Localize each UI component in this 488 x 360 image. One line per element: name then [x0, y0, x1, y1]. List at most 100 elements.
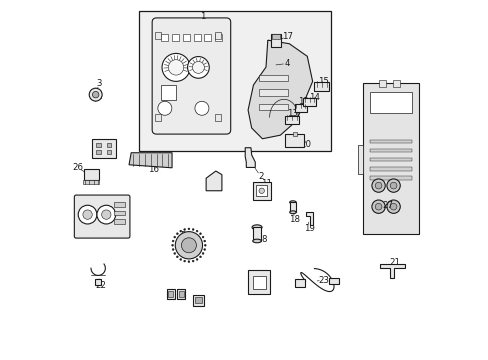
Bar — [258, 89, 287, 96]
Text: 25: 25 — [101, 150, 112, 159]
Text: 16: 16 — [147, 165, 158, 174]
Bar — [270, 34, 281, 46]
Circle shape — [173, 252, 175, 255]
Circle shape — [181, 238, 196, 253]
Circle shape — [158, 101, 171, 115]
Circle shape — [183, 229, 185, 230]
Bar — [252, 276, 265, 289]
Polygon shape — [244, 148, 255, 167]
Bar — [155, 32, 161, 40]
Circle shape — [389, 203, 396, 210]
FancyBboxPatch shape — [74, 195, 130, 238]
Text: 15: 15 — [317, 77, 328, 86]
Bar — [178, 291, 183, 297]
Bar — [369, 92, 411, 113]
Bar — [215, 34, 222, 41]
Circle shape — [389, 182, 396, 189]
Bar — [166, 289, 175, 299]
Bar — [369, 149, 411, 152]
Bar — [272, 34, 279, 39]
Text: 4: 4 — [284, 59, 290, 68]
Text: 20: 20 — [299, 140, 310, 149]
Bar — [215, 114, 221, 121]
Polygon shape — [303, 98, 315, 106]
Bar — [176, 289, 185, 299]
Bar — [252, 182, 270, 200]
Bar — [369, 158, 411, 162]
Bar — [252, 227, 261, 241]
Circle shape — [78, 205, 97, 224]
Bar — [248, 270, 269, 294]
Bar — [204, 34, 211, 41]
Bar — [113, 219, 125, 224]
Circle shape — [192, 260, 194, 262]
Ellipse shape — [289, 211, 296, 214]
Circle shape — [171, 244, 173, 246]
Bar — [83, 180, 99, 184]
Polygon shape — [206, 171, 222, 191]
Bar — [195, 297, 202, 303]
Polygon shape — [285, 116, 298, 124]
Bar — [369, 140, 411, 143]
Bar — [113, 211, 125, 215]
Circle shape — [192, 62, 204, 73]
Bar — [171, 34, 179, 41]
Bar — [161, 34, 168, 41]
Circle shape — [176, 256, 178, 258]
Circle shape — [371, 200, 385, 213]
Text: 19: 19 — [303, 224, 314, 233]
Text: 7: 7 — [195, 299, 200, 308]
Bar — [106, 150, 111, 154]
Bar — [258, 75, 287, 81]
Bar — [362, 83, 418, 234]
Bar — [168, 291, 173, 297]
Text: 13: 13 — [287, 109, 298, 118]
Bar — [193, 34, 200, 41]
Polygon shape — [314, 82, 328, 91]
Text: 18: 18 — [288, 215, 300, 224]
Circle shape — [386, 179, 400, 192]
Text: 2: 2 — [257, 172, 263, 181]
Text: 6: 6 — [168, 292, 173, 301]
Bar — [378, 80, 385, 87]
Bar — [258, 104, 287, 110]
Bar — [294, 279, 305, 287]
Circle shape — [187, 57, 209, 78]
Circle shape — [168, 60, 183, 75]
Circle shape — [374, 182, 381, 189]
Text: 23: 23 — [317, 276, 328, 285]
Circle shape — [89, 88, 102, 101]
Text: 1: 1 — [200, 12, 205, 21]
Text: 10: 10 — [253, 288, 264, 297]
Polygon shape — [129, 153, 172, 168]
Text: 27: 27 — [382, 201, 393, 210]
Bar — [285, 134, 304, 147]
Text: 26: 26 — [72, 163, 83, 172]
Ellipse shape — [252, 239, 261, 243]
Circle shape — [187, 228, 189, 230]
Bar — [369, 176, 411, 180]
Circle shape — [187, 261, 189, 262]
Text: 24: 24 — [101, 228, 112, 237]
Bar — [192, 295, 204, 306]
Bar — [84, 169, 99, 180]
Text: 12: 12 — [298, 96, 308, 105]
Circle shape — [203, 240, 205, 242]
Bar — [215, 32, 221, 40]
PathPatch shape — [247, 40, 312, 139]
Polygon shape — [294, 104, 306, 112]
Circle shape — [83, 210, 92, 219]
Bar — [113, 202, 125, 207]
Circle shape — [180, 258, 182, 260]
Circle shape — [199, 233, 201, 235]
Polygon shape — [305, 212, 312, 225]
Bar — [161, 85, 176, 100]
Bar — [357, 145, 362, 174]
Circle shape — [203, 248, 205, 251]
Circle shape — [175, 231, 202, 259]
Ellipse shape — [251, 225, 262, 230]
Circle shape — [196, 258, 198, 260]
Text: 9: 9 — [213, 172, 218, 181]
Bar — [292, 132, 296, 136]
Circle shape — [97, 205, 116, 224]
